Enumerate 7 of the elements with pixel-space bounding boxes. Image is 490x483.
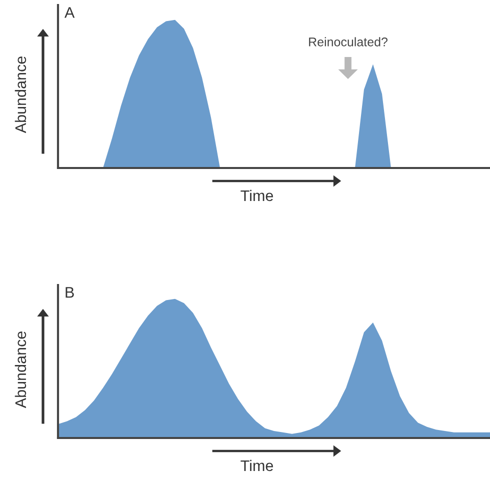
x-axis-title: Time (240, 460, 274, 472)
x-axis-title: Time (240, 190, 274, 202)
annotation: Reinoculated? (309, 37, 388, 46)
chart-title: A (64, 7, 75, 18)
y-axis-title: Abundance (14, 56, 26, 134)
chart-title: B (66, 287, 74, 298)
y-axis-title: Abundance (14, 332, 26, 408)
